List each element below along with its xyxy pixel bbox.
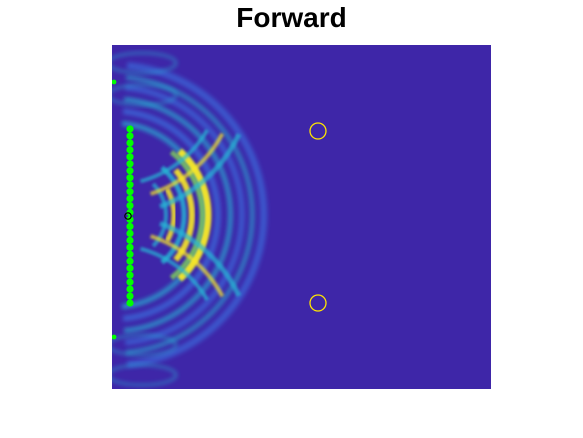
sensor-dot — [126, 229, 134, 237]
target-markers — [309, 122, 327, 312]
sensor-dot — [126, 292, 134, 300]
sensor-array — [112, 79, 134, 340]
sensor-dot — [126, 278, 134, 286]
sensor-dot — [126, 250, 134, 258]
sensor-dot — [126, 236, 134, 244]
wavefront-diagonal — [149, 132, 225, 196]
sensor-dot — [126, 174, 134, 182]
sensor-dot — [126, 257, 134, 265]
wavefront-edge — [112, 363, 178, 387]
wavefront-edge — [112, 333, 178, 357]
sensor-dot — [126, 139, 134, 147]
sensor-dot — [126, 201, 134, 210]
sensor-dot — [126, 181, 134, 189]
sensor-dot — [126, 146, 134, 154]
wavefront-diagonal — [149, 234, 225, 298]
wavefront-outer — [126, 62, 268, 368]
edge-sensor-dot — [112, 334, 117, 340]
sensor-dot — [126, 160, 134, 168]
wavefront-edge — [112, 51, 178, 75]
edge-sensor-dot — [112, 79, 117, 85]
wavefront-outer — [123, 96, 233, 334]
wavefront-edge — [112, 83, 178, 107]
wavefronts — [112, 51, 268, 387]
sensor-dot — [126, 125, 134, 133]
sensor-dot — [126, 132, 134, 140]
wavefront-diagonal — [159, 221, 242, 297]
sensor-dot — [126, 243, 134, 251]
sensor-dot — [126, 208, 134, 217]
sensor-dot — [126, 195, 134, 203]
wavefield-plot — [112, 45, 491, 389]
sensor-dot — [126, 153, 134, 161]
wavefront-diagonal — [139, 246, 210, 301]
source-marker — [124, 212, 132, 220]
wavefront-inner — [177, 148, 212, 282]
wavefront-inner — [169, 150, 205, 280]
wavefront-inner — [160, 165, 187, 265]
sensor-dot — [126, 285, 134, 293]
wavefront-outer — [124, 84, 245, 346]
wavefront-inner — [164, 187, 177, 243]
target-circle — [309, 294, 327, 312]
wavefront-outer — [122, 108, 221, 322]
target-circle — [309, 122, 327, 140]
sensor-dot — [126, 271, 134, 279]
sensor-dot — [126, 264, 134, 272]
sensor-dot — [126, 222, 134, 231]
sensor-dot — [126, 188, 134, 196]
sensor-dot — [126, 299, 134, 307]
wavefront-outer — [125, 75, 255, 355]
wavefield-image — [112, 45, 491, 389]
sensor-dot — [126, 167, 134, 175]
wavefront-diagonal — [139, 129, 210, 184]
figure-title: Forward — [236, 2, 347, 33]
sensor-dot — [126, 215, 134, 224]
wavefront-diagonal — [159, 133, 242, 209]
